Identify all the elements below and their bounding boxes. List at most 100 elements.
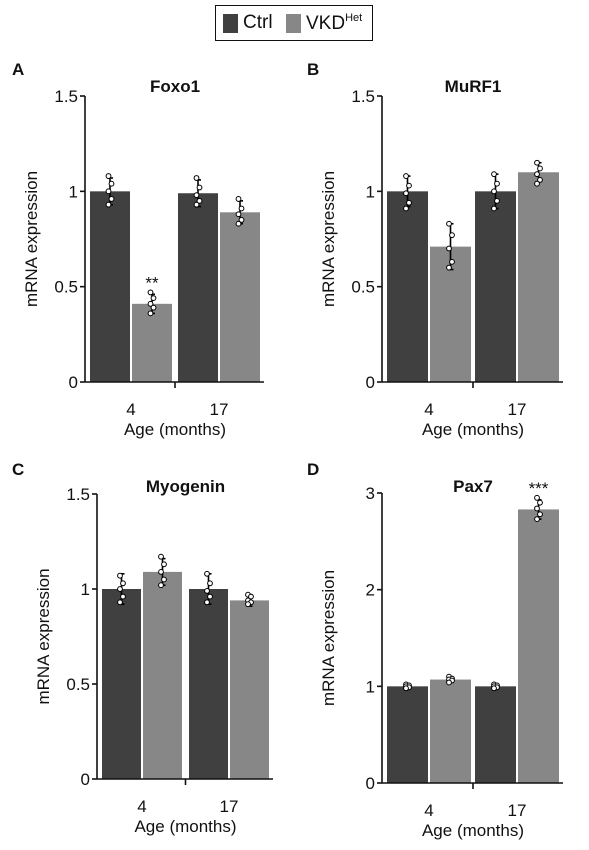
panel-c-data-point-ctrl-17 xyxy=(204,588,210,594)
panel-d-y-axis-label: mRNA expression xyxy=(319,570,338,706)
panel-b-x-tick-label: 17 xyxy=(508,400,527,419)
panel-c-data-point-vkd-4 xyxy=(161,576,167,583)
legend-swatch-vkd xyxy=(286,13,301,33)
panel-b-data-point-vkd-17 xyxy=(534,171,540,178)
panel-a-significance-label: ** xyxy=(145,273,159,292)
panel-d-bar-ctrl-4 xyxy=(387,686,428,783)
panel-a-x-tick-label: 4 xyxy=(126,400,135,419)
legend-item-ctrl: Ctrl xyxy=(223,12,273,33)
panel-c-data-point-ctrl-17 xyxy=(204,570,210,577)
panel-a-data-point-ctrl-4 xyxy=(108,180,115,187)
panel-d-data-point-vkd-17 xyxy=(534,516,540,522)
panel-c-data-point-vkd-17 xyxy=(245,601,251,608)
panel-b-data-point-ctrl-4 xyxy=(403,190,409,197)
panel-b-data-point-vkd-17 xyxy=(534,180,540,187)
panel-c-data-point-ctrl-4 xyxy=(117,599,123,606)
panel-a-bar-ctrl-17 xyxy=(178,193,218,382)
panel-b-data-point-ctrl-4 xyxy=(406,199,412,206)
legend-item-vkd: VKDHet xyxy=(286,11,363,34)
panel-c-data-point-vkd-17 xyxy=(248,593,254,600)
panel-a-data-point-vkd-4 xyxy=(150,295,157,302)
panel-a-data-point-vkd-17 xyxy=(235,196,242,202)
panel-c-data-point-ctrl-4 xyxy=(117,586,123,592)
panel-b-bar-ctrl-4 xyxy=(387,191,428,382)
panel-c-data-point-vkd-4 xyxy=(158,582,164,589)
panel-c-bar-ctrl-4 xyxy=(102,589,141,779)
panel-a-y-tick-label: 0.5 xyxy=(54,278,78,297)
panel-a-x-tick-label: 17 xyxy=(210,400,229,419)
panel-b-data-point-vkd-17 xyxy=(537,165,543,172)
panel-a-data-point-vkd-17 xyxy=(235,220,242,227)
panel-d-bar-ctrl-17 xyxy=(475,686,516,783)
panel-a-data-point-vkd-4 xyxy=(150,304,157,311)
panel-d-data-point-vkd-4 xyxy=(446,679,452,686)
panel-b-data-point-ctrl-4 xyxy=(403,173,409,179)
panel-c-x-axis-label: Age (months) xyxy=(134,817,236,836)
panel-a-y-axis-label: mRNA expression xyxy=(22,171,41,307)
legend-label-ctrl: Ctrl xyxy=(243,12,273,33)
panel-d-y-tick-label: 2 xyxy=(366,581,375,600)
panel-c-y-tick-label: 1 xyxy=(81,580,90,599)
panel-c-data-point-vkd-4 xyxy=(158,553,164,560)
panel-d-y-tick-label: 3 xyxy=(366,484,375,503)
panel-b-y-tick-label: 1.5 xyxy=(351,87,375,106)
panel-a-data-point-ctrl-17 xyxy=(193,192,200,199)
panel-d-bar-vkd-17 xyxy=(518,509,559,783)
panel-c-data-point-ctrl-17 xyxy=(204,599,210,606)
panel-d-y-tick-label: 1 xyxy=(366,677,375,696)
panel-d-data-point-vkd-17 xyxy=(537,499,543,506)
panel-a-title: Foxo1 xyxy=(150,77,200,96)
panel-d-data-point-vkd-17 xyxy=(534,494,540,501)
panel-a-data-point-ctrl-17 xyxy=(196,197,203,204)
panel-b-data-point-vkd-4 xyxy=(446,245,452,252)
panel-a-y-tick-label: 1.5 xyxy=(54,87,78,106)
panel-c-bar-vkd-17 xyxy=(230,600,269,779)
panel-a-data-point-ctrl-17 xyxy=(193,175,200,181)
panel-c-bar-vkd-4 xyxy=(143,571,182,779)
panel-d-data-point-ctrl-4 xyxy=(403,685,409,692)
panel-b-data-point-vkd-4 xyxy=(449,258,455,265)
panel-a-data-point-vkd-4 xyxy=(147,289,154,296)
panel-a-data-point-ctrl-4 xyxy=(105,201,112,208)
panel-c-y-tick-label: 0 xyxy=(81,770,90,789)
panel-d-data-point-ctrl-17 xyxy=(491,685,497,692)
panel-a-data-point-vkd-4 xyxy=(147,310,154,317)
legend-label-vkd-sup: Het xyxy=(345,11,363,24)
panel-b-data-point-vkd-4 xyxy=(449,232,455,239)
panel-b-data-point-vkd-17 xyxy=(537,176,543,183)
panel-b-data-point-ctrl-17 xyxy=(494,197,500,204)
panel-c-data-point-vkd-4 xyxy=(161,561,167,568)
panel-d-y-tick-label: 0 xyxy=(366,774,375,793)
panel-a-bar-vkd-17 xyxy=(220,212,260,382)
panel-a-data-point-vkd-17 xyxy=(238,205,245,212)
panel-a-letter: A xyxy=(12,60,24,79)
panel-a-data-point-ctrl-17 xyxy=(196,184,203,191)
panel-a-x-axis-label: Age (months) xyxy=(124,420,226,439)
panel-b-data-point-ctrl-17 xyxy=(491,171,497,178)
panel-a-data-point-vkd-4 xyxy=(147,300,154,307)
panel-c-x-tick-label: 17 xyxy=(220,797,239,816)
panel-c-y-tick-label: 0.5 xyxy=(66,675,90,694)
panel-c-data-point-ctrl-4 xyxy=(120,580,126,587)
panel-b-letter: B xyxy=(307,60,319,79)
panel-a-y-tick-label: 0 xyxy=(69,373,78,392)
panel-d-significance-label: *** xyxy=(529,479,549,498)
panel-d-data-point-vkd-17 xyxy=(534,505,540,512)
panel-c-letter: C xyxy=(12,460,24,479)
legend-swatch-ctrl xyxy=(223,13,238,33)
panel-b-data-point-ctrl-4 xyxy=(406,182,412,189)
panel-b-title: MuRF1 xyxy=(445,77,502,96)
panel-a-data-point-ctrl-17 xyxy=(193,201,200,208)
panel-b-y-tick-label: 1 xyxy=(366,182,375,201)
panel-b-data-point-ctrl-4 xyxy=(403,205,409,212)
panel-c-y-axis-label: mRNA expression xyxy=(34,568,53,704)
panel-b-bar-ctrl-17 xyxy=(475,191,516,382)
panel-a-data-point-ctrl-4 xyxy=(105,173,112,179)
panel-b-x-axis-label: Age (months) xyxy=(422,420,524,439)
panel-d-x-tick-label: 17 xyxy=(508,801,527,820)
panel-a-data-point-vkd-17 xyxy=(235,211,242,218)
